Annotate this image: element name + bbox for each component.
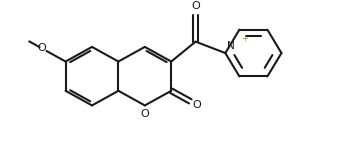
Text: O: O [191, 1, 200, 11]
Text: N: N [227, 41, 235, 51]
Text: O: O [192, 100, 201, 110]
Text: O: O [37, 43, 46, 53]
Text: O: O [140, 109, 149, 119]
Text: +: + [241, 34, 248, 43]
